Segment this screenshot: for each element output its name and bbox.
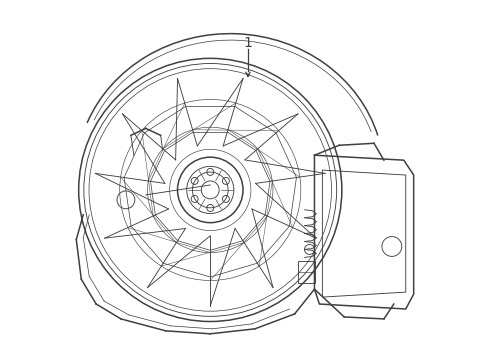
Bar [297,261,315,283]
Text: 1: 1 [243,36,252,50]
